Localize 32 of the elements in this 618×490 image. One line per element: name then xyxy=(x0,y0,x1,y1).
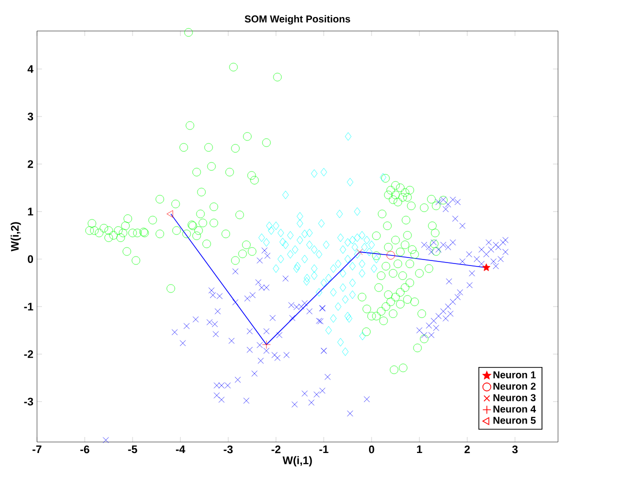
x-tick-label: 3 xyxy=(512,446,518,454)
x-tick-label: 0 xyxy=(368,446,374,454)
point xyxy=(482,263,490,272)
y-tick-label: -2 xyxy=(24,350,34,358)
x-axis-title: W(i,1) xyxy=(282,456,312,466)
y-tick-label: -3 xyxy=(24,398,34,406)
point xyxy=(386,251,395,260)
chart-title: SOM Weight Positions xyxy=(244,15,350,24)
x-tick-label: -7 xyxy=(32,446,42,454)
x-tick-label: -1 xyxy=(319,446,328,454)
y-tick-label: 0 xyxy=(28,255,34,263)
point xyxy=(262,340,271,349)
point xyxy=(166,210,174,218)
x-tick-label: -6 xyxy=(80,446,90,454)
y-tick-label: 3 xyxy=(28,112,34,120)
x-tick-label: -3 xyxy=(224,446,233,454)
legend-label: Neuron 4 xyxy=(493,406,536,413)
legend-label: Neuron 5 xyxy=(493,416,536,424)
legend-label: Neuron 3 xyxy=(493,394,536,402)
x-tick-label: 1 xyxy=(417,446,422,454)
y-axis-title: W(i,2) xyxy=(10,222,21,252)
x-tick-label: -5 xyxy=(128,446,138,454)
point xyxy=(356,248,363,255)
y-tick-label: -1 xyxy=(24,302,34,310)
legend-label: Neuron 2 xyxy=(493,382,536,390)
y-tick-label: 1 xyxy=(28,208,34,216)
x-tick-label: 2 xyxy=(464,446,470,454)
x-tick-label: -4 xyxy=(176,446,186,454)
y-tick-label: 4 xyxy=(28,65,34,73)
x-tick-label: -2 xyxy=(272,446,280,454)
legend-label: Neuron 1 xyxy=(493,371,536,378)
y-tick-label: 2 xyxy=(28,160,34,168)
